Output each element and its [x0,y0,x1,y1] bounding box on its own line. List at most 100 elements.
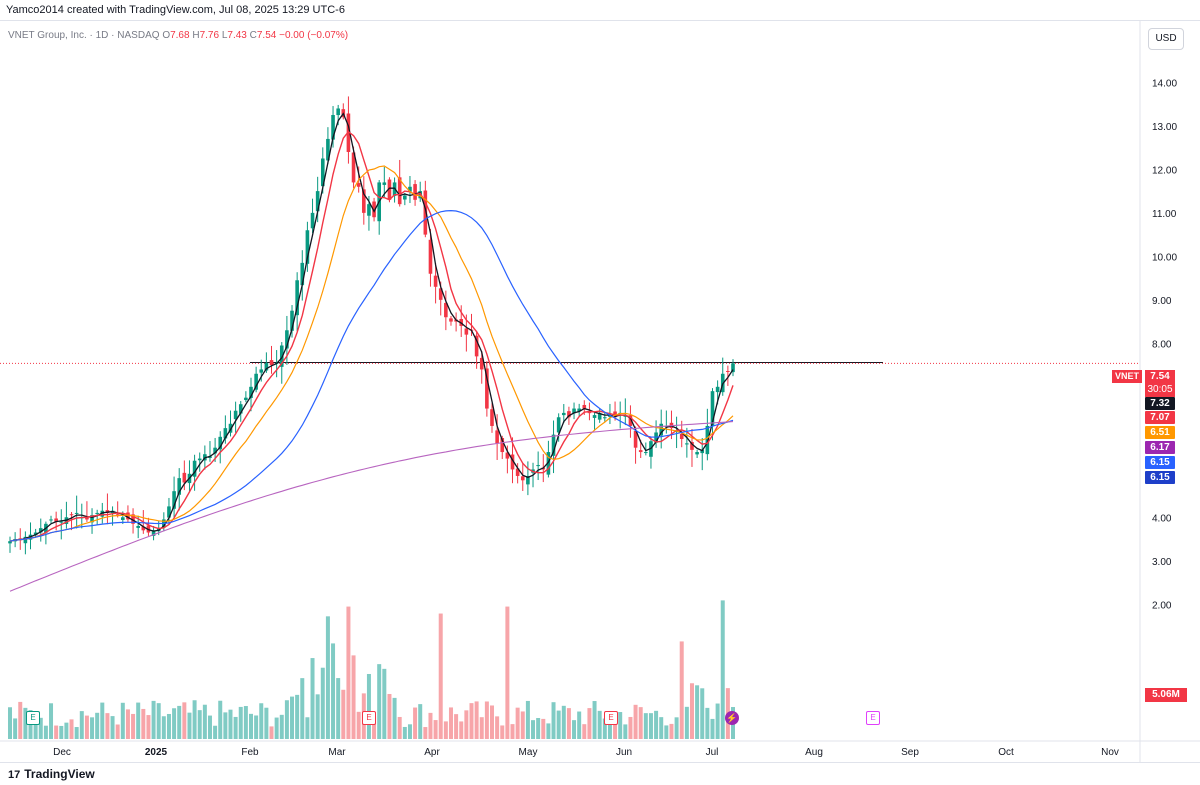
volume-bar [161,716,166,739]
volume-bar [279,714,284,739]
volume-bar [315,694,320,739]
volume-bar [423,727,428,739]
y-tick-label: 4.00 [1152,513,1172,524]
volume-bar [700,688,705,739]
chart-frame[interactable]: 14.0013.0012.0011.0010.009.008.007.006.0… [0,20,1200,763]
candle-body [367,204,371,216]
volume-bar [715,703,720,739]
candle-body [582,404,587,409]
volume-bar [689,683,694,739]
volume-bar [74,727,79,739]
volume-bar [664,725,669,739]
volume-bar [572,720,577,739]
volume-bar [618,712,623,739]
candle-body [244,397,248,401]
candle-body [218,436,223,450]
y-tick-label: 9.00 [1152,296,1172,307]
candle-body [623,415,628,417]
volume-bar [213,725,218,739]
candle-body [397,177,402,205]
earnings-event-icon[interactable]: E [866,711,880,725]
volume-bar [33,720,38,739]
candle-body [408,186,412,192]
candle-body [515,468,520,476]
candle-body [295,280,299,316]
ma-orange-line [9,165,734,542]
candle-body [285,330,289,349]
volume-bar [587,708,592,739]
candle-body [136,525,140,528]
candle-body [505,452,510,459]
tv-logo-icon: 17 [8,769,21,781]
candle-body [331,115,335,140]
volume-bar [254,715,259,739]
footer: 17 TradingView [0,762,1200,785]
volume-bar [448,707,453,739]
volume-bar [628,716,633,739]
volume-bar [125,709,130,739]
candle-body [279,345,284,367]
volume-bar [331,643,336,739]
volume-bar [566,708,571,739]
earnings-event-icon[interactable]: E [26,711,40,725]
volume-bar [218,700,223,739]
earnings-event-icon[interactable]: E [362,711,376,725]
candle-body [131,514,135,524]
legend-high: 7.76 [199,30,220,41]
candle-body [464,328,469,335]
candle-body [223,428,228,439]
candle-body [561,412,566,416]
legend-close-label: C [249,30,257,41]
candle-body [177,478,182,495]
volume-bar [243,706,248,739]
candle-body [567,411,571,418]
candle-body [710,391,715,427]
volume-bar [23,707,28,739]
volume-bar [356,711,361,739]
volume-bar [197,710,202,739]
candle-body [526,475,530,485]
currency-button[interactable]: USD [1148,28,1184,50]
candle-body [628,415,633,426]
lightning-icon[interactable]: ⚡ [725,711,739,725]
volume-bar [54,725,59,739]
volume-bar [59,725,64,739]
candle-body [208,456,212,458]
candle-body [387,179,392,200]
legend-symbol: VNET Group, Inc. · 1D · NASDAQ [8,30,160,41]
candle-body [290,310,294,331]
earnings-event-icon[interactable]: E [604,711,618,725]
tradingview-logo[interactable]: 17 TradingView [8,767,95,781]
volume-bar [613,712,618,739]
volume-bar [705,707,710,739]
attribution-bar: Yamco2014 created with TradingView.com, … [0,0,1200,20]
x-tick-label: 2025 [145,747,168,758]
candle-body [500,438,505,453]
candle-body [510,454,515,470]
ma-purple-line [9,421,734,592]
candle-body [444,302,448,318]
candle-body [520,476,525,481]
volume-bar [95,712,100,739]
candle-body [259,369,264,373]
candle-body [438,288,443,300]
volume-bar [228,709,233,739]
volume-bar [366,673,371,739]
volume-bar [654,710,659,739]
candle-body [141,526,146,531]
volume-bar [13,718,18,739]
candle-body [38,528,43,533]
ma-fast-line [9,112,734,542]
chart-canvas[interactable]: 14.0013.0012.0011.0010.009.008.007.006.0… [0,21,1200,763]
volume-bar [274,717,279,739]
volume-bar [84,715,89,739]
candle-body [433,275,438,287]
volume-bar [407,724,412,739]
volume-tag: 5.06M [1145,688,1187,702]
volume-bar [351,655,356,739]
candle-body [659,423,664,436]
volume-bar [18,701,23,739]
volume-bar [607,718,612,739]
candle-body [428,239,433,274]
candle-body [233,410,238,420]
